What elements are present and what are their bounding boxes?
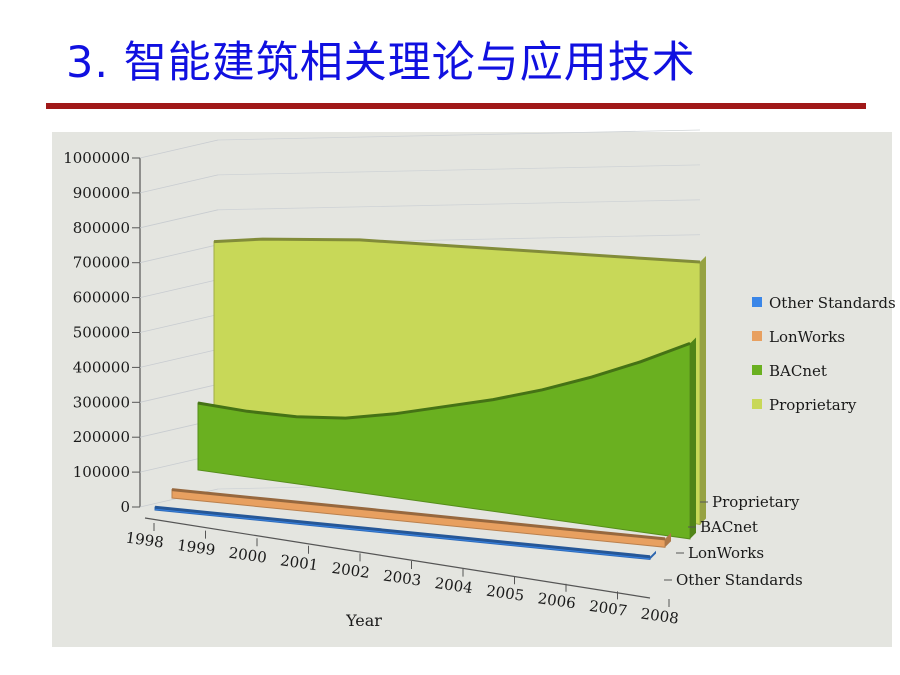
series-top-edge (213, 237, 701, 264)
y-tick-label: 100000 (73, 463, 130, 481)
grid-line (217, 199, 701, 211)
series-side-face (700, 256, 706, 525)
legend-label: LonWorks (769, 328, 845, 346)
series-top-edge (154, 505, 651, 559)
grid-line-diagonal (139, 209, 219, 229)
y-tick-label: 900000 (73, 184, 130, 202)
grid-line-diagonal (139, 174, 219, 194)
series-side-face (665, 532, 671, 548)
legend-label: BACnet (769, 362, 827, 380)
depth-axis-label: LonWorks (688, 544, 764, 562)
legend-label: Other Standards (769, 294, 896, 312)
legend-label: Proprietary (769, 396, 857, 414)
y-tick-label: 500000 (73, 324, 130, 342)
legend-swatch (752, 297, 762, 307)
depth-axis-label: Proprietary (712, 493, 800, 511)
x-tick-label: 2007 (588, 597, 628, 620)
grid-line (217, 164, 701, 176)
x-tick-label: 2004 (434, 574, 474, 597)
depth-axis-label: Other Standards (676, 571, 803, 589)
grid-line (217, 129, 701, 141)
legend-swatch (752, 365, 762, 375)
title-rule (46, 103, 866, 109)
x-tick-label: 2006 (537, 589, 577, 612)
x-tick-label: 2005 (485, 582, 525, 605)
y-tick-label: 700000 (73, 254, 130, 272)
legend-swatch (752, 399, 762, 409)
series-top-edge (197, 341, 691, 420)
series-side-face (650, 550, 656, 560)
series-side-face (690, 337, 696, 539)
x-axis-title: Year (345, 611, 382, 630)
x-tick-label: 2003 (382, 566, 422, 589)
depth-axis-label: BACnet (700, 518, 758, 536)
x-tick-label: 2000 (228, 544, 268, 567)
y-tick-label: 0 (120, 498, 130, 516)
legend-swatch (752, 331, 762, 341)
grid-line-diagonal (139, 349, 219, 368)
x-tick-label: 1998 (125, 528, 165, 551)
grid-line-diagonal (139, 314, 219, 333)
y-tick-label: 1000000 (63, 149, 130, 167)
y-tick-label: 400000 (73, 358, 130, 376)
y-tick-label: 800000 (73, 219, 130, 237)
x-tick-label: 2001 (279, 551, 319, 574)
series-top-edge (171, 488, 666, 541)
x-tick-label: 2002 (331, 559, 371, 582)
y-tick-label: 300000 (73, 393, 130, 411)
slide-title: 3. 智能建筑相关理论与应用技术 (66, 38, 696, 88)
grid-line-diagonal (139, 383, 219, 403)
grid-line-diagonal (139, 244, 219, 264)
y-tick-label: 600000 (73, 289, 130, 307)
y-tick-label: 200000 (73, 428, 130, 446)
x-tick-label: 1999 (176, 536, 216, 559)
grid-line-diagonal (139, 139, 219, 159)
grid-line-diagonal (139, 279, 219, 298)
x-tick-label: 2008 (640, 604, 680, 627)
